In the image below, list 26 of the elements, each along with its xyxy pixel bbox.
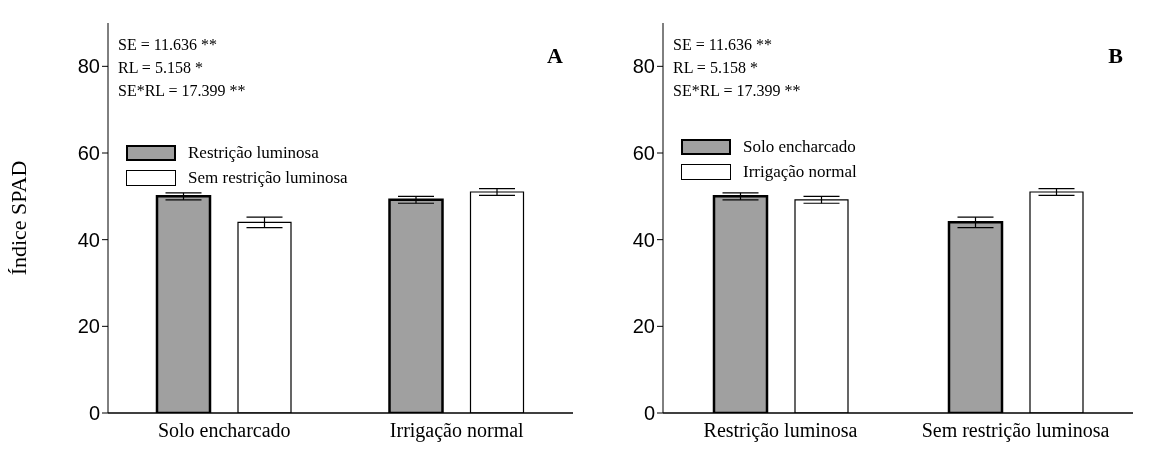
y-tick-label: 20 bbox=[632, 315, 655, 338]
annotation: SE = 11.636 ** bbox=[673, 35, 774, 55]
annotation: RL = 5.158 * bbox=[673, 58, 759, 78]
y-tick-label: 40 bbox=[632, 228, 655, 251]
legend-label: Sem restrição luminosa bbox=[188, 167, 348, 188]
y-tick-label: 40 bbox=[77, 228, 100, 251]
y-tick-label: 0 bbox=[643, 402, 655, 425]
y-tick-label: 60 bbox=[77, 142, 100, 165]
annotation: RL = 5.158 * bbox=[118, 58, 204, 78]
legend-label: Restrição luminosa bbox=[188, 142, 319, 163]
annotation: SE*RL = 17.399 ** bbox=[118, 81, 246, 101]
x-tick-label: Solo encharcado bbox=[157, 419, 291, 442]
y-tick-label: 60 bbox=[632, 142, 655, 165]
x-tick-label: Restrição luminosa bbox=[703, 419, 858, 443]
legend-label: Irrigação normal bbox=[743, 161, 857, 182]
x-tick-label: Irrigação normal bbox=[389, 419, 525, 443]
y-tick-label: 0 bbox=[88, 402, 100, 425]
text: B bbox=[1108, 43, 1123, 69]
text: A bbox=[547, 43, 563, 69]
legend-label: Solo encharcado bbox=[743, 136, 856, 157]
y-tick-label: 80 bbox=[77, 55, 100, 78]
y-tick-label: 80 bbox=[632, 55, 655, 78]
y-tick-label: 20 bbox=[77, 315, 100, 338]
annotation: SE = 11.636 ** bbox=[118, 35, 219, 55]
x-tick-label: Sem restrição luminosa bbox=[921, 419, 1110, 443]
annotation: SE*RL = 17.399 ** bbox=[673, 81, 801, 101]
